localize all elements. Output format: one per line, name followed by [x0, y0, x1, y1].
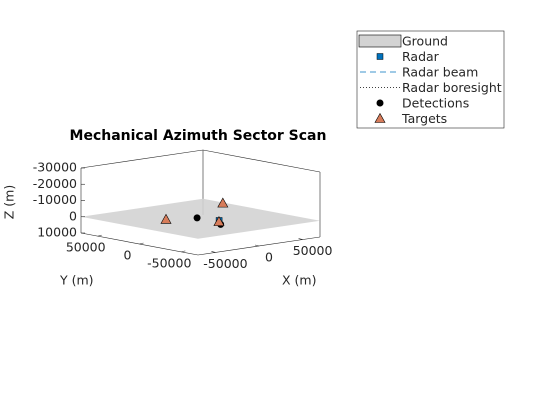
axis-line [202, 149, 321, 173]
chart-title: Mechanical Azimuth Sector Scan [70, 128, 327, 144]
target-marker [374, 112, 386, 123]
x-tick [254, 244, 260, 247]
z-tick-label: -30000 [33, 160, 77, 175]
x-axis-label: X (m) [282, 273, 316, 288]
y-tick-label: 50000 [66, 240, 106, 255]
axis-line [80, 149, 204, 169]
y-tick [139, 242, 144, 245]
legend-label: Detections [402, 96, 469, 111]
z-tick-label: 10000 [37, 225, 77, 240]
legend-label: Targets [401, 111, 447, 126]
x-tick [211, 251, 216, 253]
y-tick [181, 250, 186, 253]
target-marker [160, 213, 172, 224]
detection-marker [376, 99, 384, 107]
legend-swatch [358, 34, 402, 48]
x-tick-label: -50000 [203, 256, 247, 271]
z-axis-label: Z (m) [2, 185, 17, 219]
radar-marker [376, 53, 384, 60]
target-marker [217, 197, 229, 208]
z-tick-label: -10000 [33, 192, 77, 207]
y-tick-label: 0 [124, 248, 132, 263]
x-tick-label: 50000 [293, 243, 333, 258]
x-tick-label: 0 [265, 250, 273, 265]
y-axis-label: Y (m) [59, 273, 94, 288]
detection-marker [193, 214, 201, 222]
legend-label: Radar [402, 49, 440, 64]
legend-label: Radar beam [402, 65, 478, 80]
y-tick [97, 234, 102, 237]
legend-label: Radar boresight [402, 80, 502, 95]
legend-label: Ground [402, 34, 448, 49]
target-marker [213, 216, 225, 226]
z-tick-label: 0 [69, 208, 77, 223]
z-tick-label: -20000 [33, 176, 77, 191]
ground-plane [81, 198, 320, 239]
x-tick [298, 238, 303, 240]
y-tick-label: -50000 [147, 255, 191, 270]
